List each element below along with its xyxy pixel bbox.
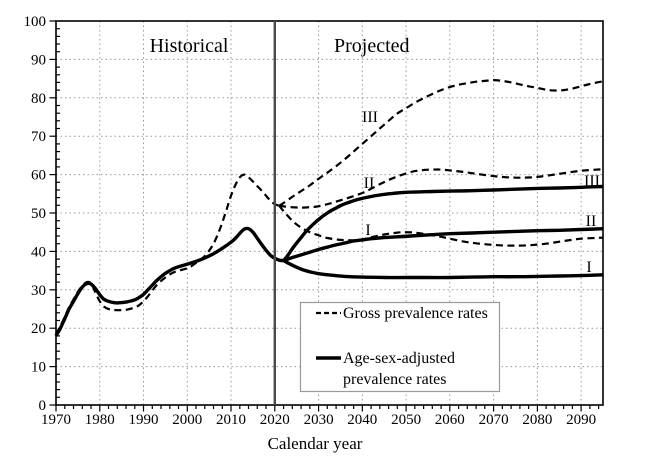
series-gross-historical	[55, 173, 280, 335]
x-tick-label: 2010	[216, 412, 246, 428]
x-tick-label: 2080	[522, 412, 552, 428]
curve-label-gross-I: I	[365, 222, 370, 239]
axis-ticks: 1970 1980 1990 2000 2010 2020 2030 2040 2050 2060…	[24, 14, 600, 428]
x-tick-label: 2020	[260, 412, 290, 428]
x-tick-label: 1990	[129, 412, 159, 428]
x-tick-label: 2030	[304, 412, 334, 428]
y-tick-label: 20	[31, 321, 46, 337]
y-tick-label: 50	[31, 206, 46, 222]
series-adjusted-I	[282, 259, 604, 280]
x-tick-label: 2040	[347, 412, 377, 428]
series-gross-I	[278, 205, 604, 247]
legend-label-adjusted-line1: Age-sex-adjusted	[343, 350, 455, 367]
series-adjusted-II	[283, 227, 604, 263]
x-tick-label: 1980	[85, 412, 115, 428]
y-tick-label: 100	[24, 14, 47, 30]
y-tick-label: 0	[39, 398, 47, 414]
series-adjusted-historical	[54, 226, 284, 337]
curves	[54, 79, 604, 337]
y-tick-label: 10	[31, 360, 46, 376]
curve-label-gross-II: II	[364, 175, 375, 192]
x-tick-label: 2000	[172, 412, 202, 428]
legend-box	[299, 301, 501, 393]
series-gross-II	[279, 168, 604, 209]
x-tick-label: 1970	[41, 412, 71, 428]
y-tick-label: 40	[31, 244, 46, 260]
curve-label-gross-III: III	[362, 109, 378, 126]
x-tick-label: 2050	[391, 412, 421, 428]
series-gross-III	[278, 79, 604, 207]
x-tick-label: 2060	[435, 412, 465, 428]
x-axis-title: Calendar year	[268, 434, 363, 453]
x-tick-label: 2070	[479, 412, 509, 428]
curve-label-adjusted-I: I	[586, 259, 591, 276]
plot-border	[55, 20, 604, 406]
legend: Gross prevalence rates Age-sex-adjusted …	[299, 301, 501, 393]
curve-label-adjusted-III: III	[584, 173, 600, 190]
historical-region-label: Historical	[150, 35, 229, 57]
y-tick-label: 90	[31, 52, 46, 68]
legend-label-gross: Gross prevalence rates	[343, 305, 488, 322]
y-tick-label: 30	[31, 283, 46, 299]
x-tick-label: 2090	[566, 412, 596, 428]
legend-label-adjusted-line2: prevalence rates	[343, 371, 446, 388]
y-tick-label: 60	[31, 168, 46, 184]
projected-region-label: Projected	[334, 35, 410, 57]
y-tick-label: 70	[31, 129, 46, 145]
curve-label-adjusted-II: II	[586, 213, 597, 230]
series-adjusted-III	[282, 184, 604, 262]
y-tick-label: 80	[31, 91, 46, 107]
